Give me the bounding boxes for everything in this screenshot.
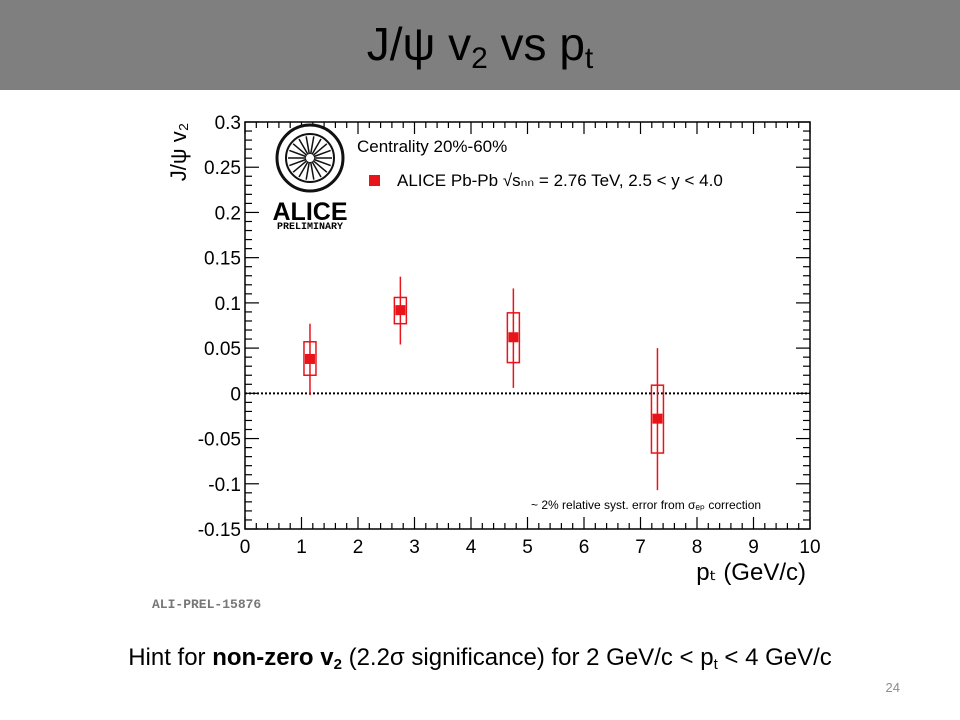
logo-ray [289,158,307,167]
syst-error-box [393,296,408,325]
logo-ray [305,161,311,180]
y-axis-label: J/ψ v₂ [166,123,191,181]
x-axis-label: pₜ (GeV/c) [696,559,806,586]
x-tick-label: 4 [466,537,477,558]
alice-logo: ALICE PRELIMINARY [273,123,348,233]
alice-logo-subtext: PRELIMINARY [277,222,343,233]
logo-ray [305,136,311,155]
syst-error-box [506,312,521,364]
logo-ray [312,159,328,173]
title-sub: 2 [471,42,488,75]
legend-entry: ALICE Pb-Pb √sₙₙ = 2.76 TeV, 2.5 < y < 4… [397,171,723,190]
y-tick-label: 0.05 [204,339,241,360]
x-tick-label: 10 [799,537,820,558]
y-tick-label: 0.3 [215,113,241,134]
axis-ticks [244,121,811,530]
data-point [650,348,665,491]
alice-logo-inner [285,133,335,183]
x-tick-label: 5 [522,537,533,558]
syst-error-box [303,341,317,376]
hint-rest-sub: t [713,656,718,673]
hint-bold-sub: 2 [333,656,342,673]
legend-header: Centrality 20%-60% [357,137,507,156]
x-tick-label: 6 [579,537,590,558]
y-tick-label: -0.15 [198,520,241,541]
y-tick-label: 0.1 [215,294,241,315]
y-tick-label: 0.15 [204,249,241,270]
data-points [303,276,665,491]
title-main: J/ψ v [366,18,472,70]
data-point [303,323,317,396]
y-tick-label: 0.2 [215,203,241,224]
logo-ray [298,161,309,178]
y-tick-label: -0.1 [208,475,241,496]
logo-ray [292,143,308,157]
syst-annotation: ~ 2% relative syst. error from σₑₚ corre… [531,498,761,512]
data-point [506,288,521,388]
y-tick-label: -0.05 [198,430,241,451]
logo-ray [313,158,331,167]
logo-ray [311,138,322,155]
title-sub2: t [584,42,594,75]
point-marker [395,305,406,316]
y-tick-label: 0.25 [204,158,241,179]
x-tick-label: 1 [296,537,307,558]
point-marker [304,353,315,364]
title-bar [0,0,960,90]
logo-ray [311,161,322,178]
slide-title: J/ψ v2 vs pt [0,14,960,89]
axis-tick-labels: 0 1 2 3 4 5 6 7 8 9 10 -0.15 -0.1 -0.05 0 0.05 0.1 0.15 0.… [198,113,821,558]
logo-ray [309,136,315,155]
logo-ray [289,149,307,158]
figure-id: ALI-PREL-15876 [152,597,261,612]
hint-prefix: Hint for [128,644,213,671]
logo-ray [309,161,315,180]
logo-ray [298,138,309,155]
title-mid: vs p [487,18,585,70]
y-tick-label: 0 [230,384,241,405]
alice-logo-text: ALICE [273,198,348,226]
x-tick-label: 0 [240,537,251,558]
hint-end: < 4 GeV/c [717,644,832,671]
hint-text: Hint for non-zero v2 (2.2σ significance)… [0,644,960,673]
logo-ray [313,149,331,158]
alice-logo-rays [288,136,332,180]
point-marker [652,413,663,424]
logo-ray [292,159,308,173]
logo-ray [312,143,328,157]
page-number: 24 [885,680,900,695]
x-tick-label: 8 [692,537,703,558]
syst-error-box [650,384,665,454]
x-tick-label: 9 [748,537,759,558]
hint-bold-text: non-zero v [212,644,334,671]
point-marker [508,332,519,343]
x-tick-label: 7 [635,537,646,558]
legend-marker [369,175,380,186]
x-tick-label: 3 [409,537,420,558]
hint-bold: non-zero v2 [212,644,342,673]
data-point [393,276,408,345]
x-tick-label: 2 [353,537,364,558]
hint-rest: (2.2σ significance) for 2 GeV/c < p [341,644,714,671]
